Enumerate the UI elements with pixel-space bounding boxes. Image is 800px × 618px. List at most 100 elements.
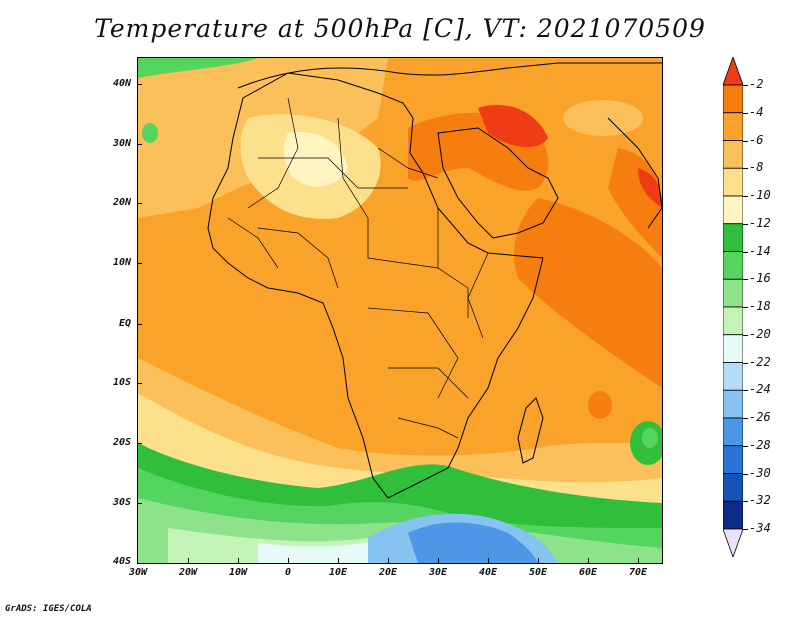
- lon-label-50e: 50E: [528, 567, 548, 578]
- lon-tick: [438, 558, 439, 563]
- lon-label-60e: 60E: [578, 567, 598, 578]
- cool-patch-nw: [138, 58, 258, 78]
- lon-tick: [388, 558, 389, 563]
- hot-core-india: [638, 168, 662, 208]
- colorbar-tick: [743, 445, 748, 447]
- colorbar-label: -14: [749, 243, 771, 258]
- colorbar-label: -16: [749, 271, 771, 286]
- lat-tick: [137, 503, 142, 504]
- colorbar-bottom-triangle: [723, 528, 743, 557]
- temperature-map: [137, 57, 663, 564]
- colorbar-label: -2: [749, 77, 764, 91]
- lon-label-70e: 70E: [628, 567, 648, 578]
- colorbar-swatch: [723, 389, 743, 419]
- colorbar-label: -34: [749, 521, 771, 535]
- europe-outline: [237, 62, 662, 89]
- colorbar-label: -30: [749, 465, 771, 480]
- colorbar-swatch: [723, 306, 743, 336]
- lat-tick: [137, 443, 142, 444]
- colorbar-tick: [743, 529, 748, 530]
- lon-tick: [188, 558, 189, 563]
- arabia-outline: [437, 127, 559, 239]
- colorbar-tick: [743, 196, 748, 197]
- lon-label-10e: 10E: [328, 567, 348, 578]
- colorbar-swatch: [723, 473, 743, 502]
- colorbar-tick: [743, 390, 748, 392]
- colorbar-swatch: [723, 195, 743, 225]
- lon-label-20e: 20E: [378, 567, 398, 578]
- lat-label-eq: EQ: [118, 318, 131, 329]
- colorbar-label: -24: [749, 382, 771, 397]
- colorbar-tick: [743, 362, 748, 364]
- lon-label-30w: 30W: [128, 567, 148, 578]
- lon-tick: [238, 558, 239, 563]
- mild-zone-iran: [563, 100, 643, 136]
- colorbar-label: -22: [749, 354, 771, 369]
- colorbar-tick: [743, 223, 748, 225]
- colorbar-tick: [743, 112, 748, 114]
- lon-tick: [588, 558, 589, 563]
- colorbar-tick: [743, 473, 748, 475]
- lat-tick: [137, 263, 142, 264]
- lat-tick: [137, 383, 142, 384]
- colorbar-label: -32: [749, 493, 771, 508]
- colorbar-tick: [743, 334, 748, 336]
- lon-label-30e: 30E: [428, 567, 448, 578]
- lat-label-10n: 10N: [112, 257, 131, 268]
- madagascar-outline: [517, 397, 544, 464]
- colorbar-label: -10: [749, 188, 771, 202]
- credit-label: GrADS: IGES/COLA: [5, 604, 92, 614]
- colorbar-tick: [743, 85, 748, 86]
- colorbar-tick: [743, 140, 748, 142]
- lat-label-10s: 10S: [112, 377, 131, 388]
- colorbar-swatch: [723, 223, 743, 252]
- colorbar-label: -28: [749, 437, 771, 452]
- warm-zone-indian-ocean: [514, 198, 662, 388]
- colorbar-swatch: [723, 112, 743, 141]
- colorbar-top-triangle: [723, 57, 743, 86]
- colorbar-swatch: [723, 251, 743, 280]
- colorbar-tick: [743, 501, 748, 503]
- colorbar-tick: [743, 251, 748, 253]
- lat-label-40n: 40N: [112, 78, 131, 89]
- lon-label-20w: 20W: [178, 567, 198, 578]
- colorbar-label: -18: [749, 299, 771, 313]
- colorbar: [723, 57, 743, 557]
- lat-tick: [137, 203, 142, 204]
- colorbar-swatch: [723, 84, 743, 114]
- colorbar-swatch: [723, 334, 743, 363]
- colorbar-label: -4: [749, 104, 764, 119]
- africa-outline: [207, 72, 544, 499]
- cold-core-south-2: [408, 522, 538, 563]
- country-borders: [227, 97, 489, 439]
- lon-tick: [488, 558, 489, 563]
- colorbar-swatch: [723, 417, 743, 447]
- colorbar-tick: [743, 418, 748, 419]
- colorbar-tick: [743, 168, 748, 170]
- lat-label-40s: 40S: [112, 556, 131, 567]
- colorbar-label: -12: [749, 215, 771, 230]
- lat-label-20s: 20S: [112, 437, 131, 448]
- colorbar-label: -8: [749, 160, 764, 175]
- lat-label-20n: 20N: [112, 197, 131, 208]
- lat-tick: [137, 144, 142, 145]
- cool-patch-west: [142, 123, 158, 143]
- colorbar-label: -6: [749, 132, 764, 147]
- lon-label-40e: 40E: [478, 567, 498, 578]
- colorbar-swatch: [723, 362, 743, 391]
- cool-spot-southeast-core: [642, 428, 658, 448]
- lat-label-30s: 30S: [112, 497, 131, 508]
- colorbar-tick: [743, 279, 748, 281]
- colorbar-swatch: [723, 167, 743, 197]
- india-outline: [607, 117, 662, 229]
- colorbar-swatch: [723, 140, 743, 169]
- lat-label-30n: 30N: [112, 138, 131, 149]
- lon-tick: [638, 558, 639, 563]
- lon-label-10w: 10W: [228, 567, 248, 578]
- sahara-pale-core: [283, 132, 348, 187]
- colorbar-label: -20: [749, 326, 771, 341]
- hot-core-iraq: [478, 104, 548, 148]
- lon-tick: [288, 558, 289, 563]
- lat-tick: [137, 324, 142, 325]
- map-title: Temperature at 500hPa [C], VT: 202107050…: [94, 14, 706, 43]
